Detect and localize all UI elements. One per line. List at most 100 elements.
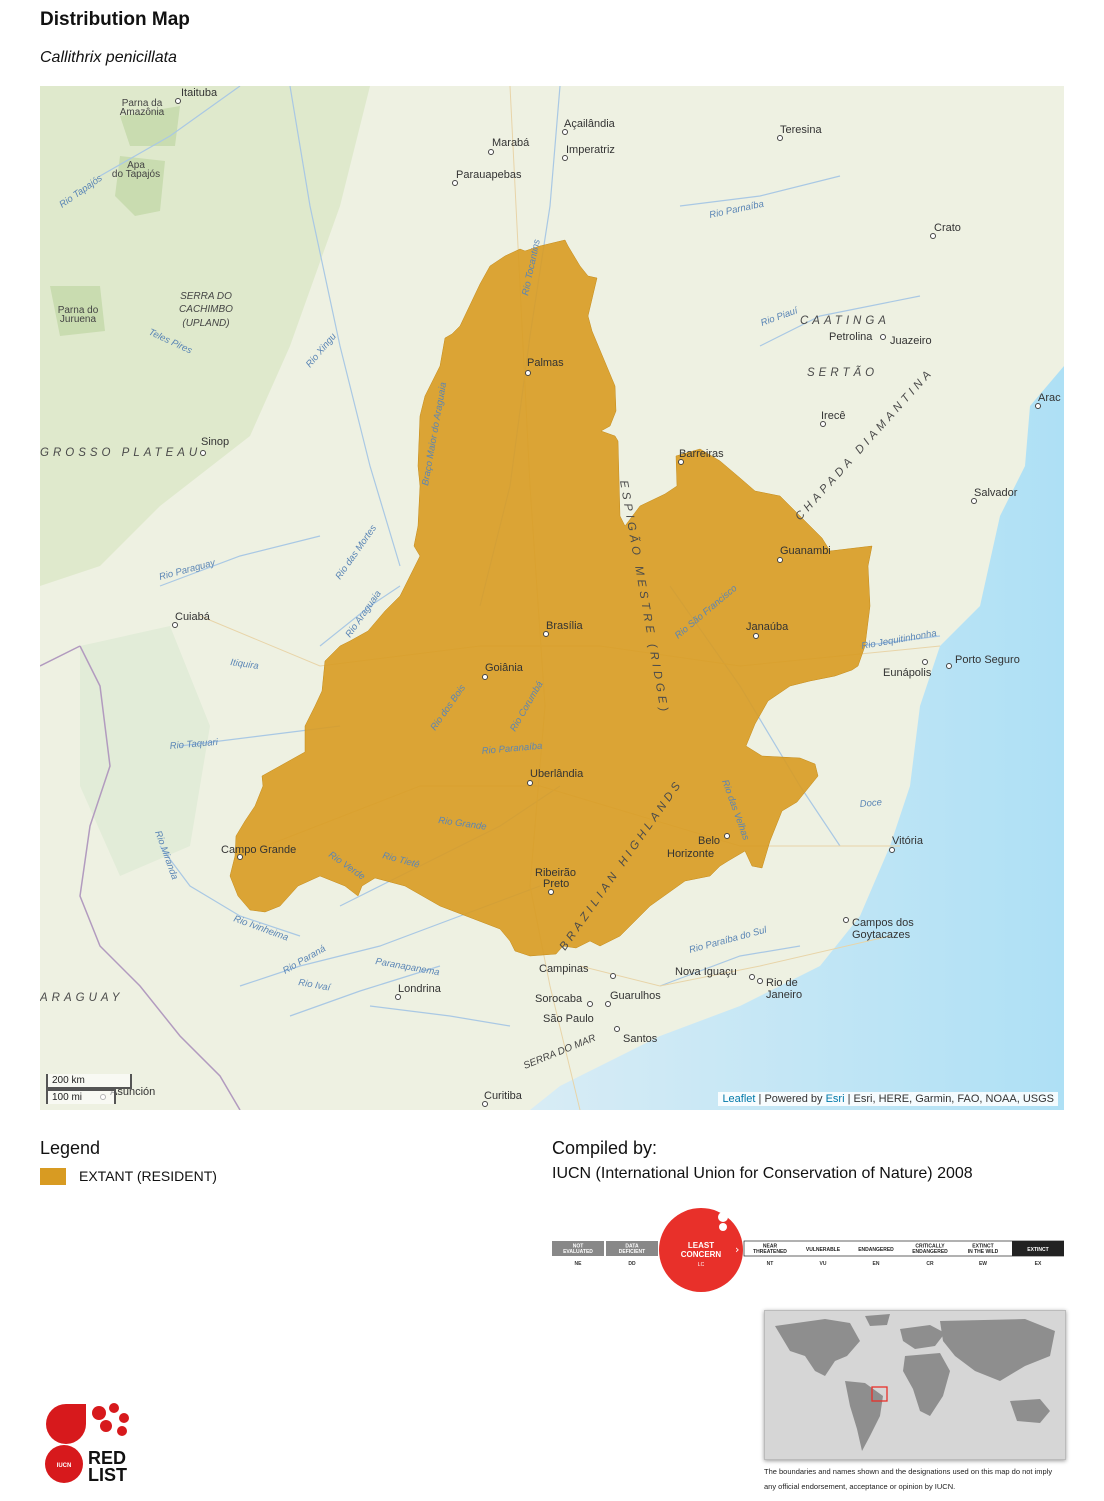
cat-ew-code: EW (979, 1261, 987, 1267)
place-salvador: Salvador (974, 487, 1018, 499)
place-itaituba: Itaituba (181, 87, 218, 99)
place-santos: Santos (623, 1033, 658, 1045)
cat-label-nt-1: NEAR (763, 1244, 778, 1250)
scale-mi: 100 mi (46, 1089, 116, 1104)
area-parna-amazonia-2: Amazônia (120, 107, 165, 118)
place-janauba: Janaúba (746, 621, 789, 633)
chevron-right-icon: › (735, 1243, 739, 1256)
cat-cr-code: CR (926, 1261, 934, 1267)
river-taquari: Rio Taquari (169, 737, 219, 752)
map-attribution: Leaflet | Powered by Esri | Esri, HERE, … (718, 1092, 1058, 1106)
place-campos-dos: Campos dos (852, 917, 914, 929)
place-sorocaba: Sorocaba (535, 993, 583, 1005)
range-extant-resident[interactable] (229, 239, 873, 957)
cat-ex-code: EX (1035, 1261, 1042, 1267)
map-scale: 200 km 100 mi (46, 1074, 132, 1104)
place-janeiro: Janeiro (766, 989, 802, 1001)
place-maraba: Marabá (492, 137, 530, 149)
place-goytacazes: Goytacazes (852, 929, 911, 941)
cat-nt-code: NT (767, 1261, 774, 1267)
place-curitiba: Curitiba (484, 1090, 523, 1102)
country-border-2 (40, 645, 81, 667)
place-vitoria: Vitória (892, 835, 924, 847)
logo-iucn: IUCN (57, 1463, 72, 1469)
place-aracaju: Arac (1038, 392, 1061, 404)
place-rio-de: Rio de (766, 977, 798, 989)
cat-label-cr-1: CRITICALLY (915, 1244, 945, 1250)
place-londrina: Londrina (398, 983, 442, 995)
esri-link[interactable]: Esri (825, 1093, 845, 1105)
country-border (79, 645, 241, 1110)
place-campinas: Campinas (539, 963, 589, 975)
area-sertao: SERTÃO (807, 366, 878, 379)
park-amazonia (120, 106, 180, 146)
wetland-area (80, 626, 210, 876)
locator-box (871, 1386, 888, 1402)
area-mato-grosso: GROSSO PLATEAU (40, 447, 201, 459)
scale-km: 200 km (46, 1074, 132, 1089)
cat-vu-code: VU (820, 1261, 827, 1267)
cat-label-vu-1: VULNERABLE (806, 1247, 841, 1253)
attrib-sources: | Esri, HERE, Garmin, FAO, NOAA, USGS (844, 1093, 1054, 1105)
cat-label-en-1: ENDANGERED (858, 1247, 894, 1253)
place-sinop: Sinop (201, 436, 229, 448)
place-labels: Itaituba Açailândia Teresina Marabá Impe… (110, 87, 1061, 1102)
area-serra-cachimbo-1: SERRA DO (180, 291, 232, 302)
cat-label-ne-1: NOT (573, 1244, 584, 1250)
cat-label-cr-2: ENDANGERED (912, 1249, 948, 1255)
place-porto-seguro: Porto Seguro (955, 654, 1020, 666)
area-parna-amazonia-1: Parna da (122, 98, 163, 109)
cat-label-ew-1: EXTINCT (972, 1244, 993, 1250)
cat-dd (606, 1241, 658, 1256)
legend-label: EXTANT (RESIDENT) (79, 1168, 217, 1184)
ocean (530, 366, 1064, 1110)
place-crato: Crato (934, 222, 961, 234)
cat-en-code: EN (873, 1261, 880, 1267)
compiled-heading: Compiled by: (552, 1138, 658, 1158)
area-serra-cachimbo-3: (UPLAND) (182, 318, 229, 329)
place-petrolina: Petrolina (829, 331, 873, 343)
cat-ne-code: NE (575, 1261, 583, 1267)
place-guarulhos: Guarulhos (610, 990, 661, 1002)
distribution-map[interactable]: Parna da Amazônia Apa do Tapajós Parna d… (40, 86, 1064, 1110)
place-palmas: Palmas (527, 357, 564, 369)
cat-label-ew-2: IN THE WILD (968, 1249, 999, 1255)
world-map (765, 1311, 1065, 1459)
park-tapajos (115, 156, 165, 216)
place-imperatriz: Imperatriz (566, 144, 615, 156)
place-brasilia: Brasília (546, 620, 584, 632)
place-juazeiro: Juazeiro (890, 335, 932, 347)
area-caatinga: CAATINGA (800, 315, 890, 327)
place-goiania: Goiânia (485, 662, 524, 674)
cat-label-ne-2: EVALUATED (563, 1249, 593, 1255)
species-name: Callithrix penicillata (40, 49, 177, 66)
logo-red: RED (88, 1448, 126, 1468)
threat-scale (743, 1240, 1064, 1257)
legend-swatch (40, 1168, 66, 1185)
area-parna-juruena-1: Parna do (58, 305, 99, 316)
place-guanambi: Guanambi (780, 545, 831, 557)
attrib-powered: | Powered by (755, 1093, 826, 1105)
status-code: LC (698, 1262, 705, 1268)
logo-list: LIST (88, 1465, 127, 1485)
continents (775, 1314, 1055, 1451)
status-label-1: LEAST (688, 1241, 714, 1250)
river-itiquira: Itiquira (230, 657, 260, 672)
cat-dd-code: DD (628, 1261, 636, 1267)
world-locator-map (764, 1310, 1066, 1460)
disclaimer: The boundaries and names shown and the d… (764, 1467, 1053, 1491)
leaflet-link[interactable]: Leaflet (722, 1093, 756, 1105)
area-apa-tapajos-2: do Tapajós (112, 169, 160, 180)
cat-ne (552, 1241, 604, 1256)
area-apa-tapajos-1: Apa (127, 160, 145, 171)
place-acailandia: Açailândia (564, 118, 616, 130)
cat-label-nt-2: THREATENED (753, 1249, 787, 1255)
place-nova-iguacu: Nova Iguaçu (675, 966, 737, 978)
map-canvas[interactable]: Parna da Amazônia Apa do Tapajós Parna d… (40, 86, 1064, 1110)
area-serra-cachimbo-2: CACHIMBO (179, 304, 233, 315)
place-irece: Irecê (821, 410, 845, 422)
cat-label-ex-1: EXTINCT (1027, 1247, 1048, 1253)
place-campo-grande: Campo Grande (221, 844, 296, 856)
place-eunapolis: Eunápolis (883, 667, 932, 679)
